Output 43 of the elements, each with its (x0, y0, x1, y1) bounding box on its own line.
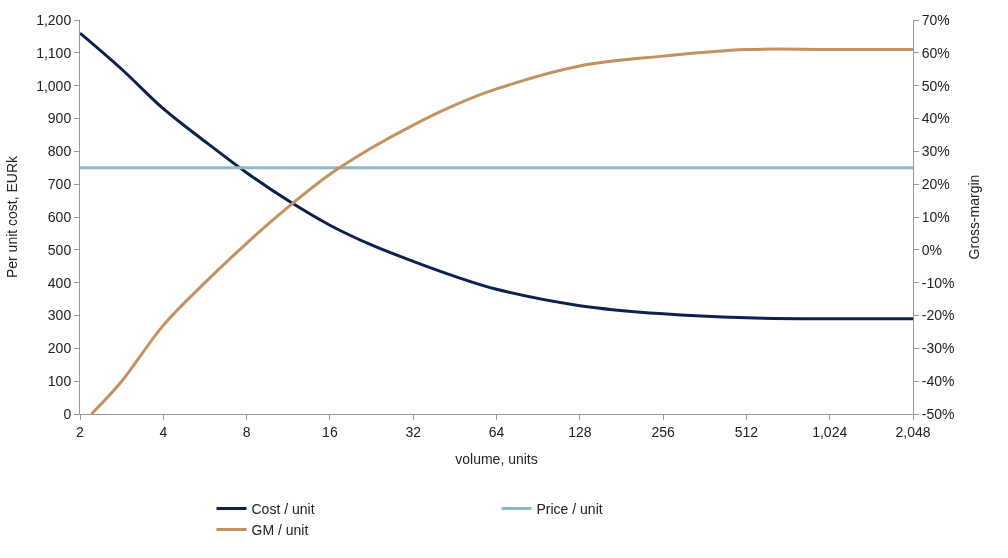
legend-label: Cost / unit (251, 500, 315, 517)
y2-tick-label: 20% (921, 176, 950, 193)
x-tick-label: 16 (322, 423, 338, 440)
y-tick-label: 0 (63, 405, 72, 422)
y-tick-label: 800 (47, 143, 72, 160)
x-tick-label: 2,048 (895, 423, 931, 440)
x-tick-label: 512 (734, 423, 759, 440)
legend-label: Price / unit (536, 500, 603, 517)
x-tick-label: 4 (159, 423, 168, 440)
x-tick-label: 2 (76, 423, 85, 440)
y-tick-label: 600 (47, 208, 72, 225)
y-axis-title: Per unit cost, EURk (3, 154, 20, 279)
y-tick-label: 1,200 (36, 11, 72, 28)
x-tick-label: 128 (568, 423, 592, 440)
x-tick-label: 8 (242, 423, 251, 440)
y-tick-label: 300 (47, 307, 72, 324)
y2-axis-title: Gross-margin (965, 174, 982, 260)
x-tick-label: 1,024 (812, 423, 848, 440)
y2-tick-label: -30% (921, 340, 955, 357)
y2-tick-label: -20% (921, 307, 955, 324)
y-tick-label: 100 (47, 373, 72, 390)
legend-label: GM / unit (251, 522, 309, 539)
y2-tick-label: 0% (921, 241, 943, 258)
x-tick-label: 64 (488, 423, 505, 440)
y2-tick-label: 50% (921, 77, 950, 94)
y2-tick-label: -50% (921, 405, 955, 422)
y2-tick-label: 70% (921, 11, 950, 28)
y-tick-label: 500 (47, 241, 72, 258)
y2-tick-label: -40% (921, 373, 955, 390)
y2-tick-label: -10% (921, 274, 955, 291)
y-tick-label: 200 (47, 340, 72, 357)
x-tick-label: 256 (651, 423, 675, 440)
y2-tick-label: 60% (921, 44, 950, 61)
y-tick-label: 900 (47, 110, 72, 127)
y-tick-label: 1,000 (36, 77, 72, 94)
y-tick-label: 400 (47, 274, 72, 291)
y2-tick-label: 10% (921, 208, 950, 225)
y-tick-label: 700 (47, 176, 72, 193)
x-tick-label: 32 (405, 423, 422, 440)
y2-tick-label: 30% (921, 143, 950, 160)
x-axis-title: volume, units (455, 451, 538, 468)
y-tick-label: 1,100 (36, 44, 72, 61)
y2-tick-label: 40% (921, 110, 950, 127)
